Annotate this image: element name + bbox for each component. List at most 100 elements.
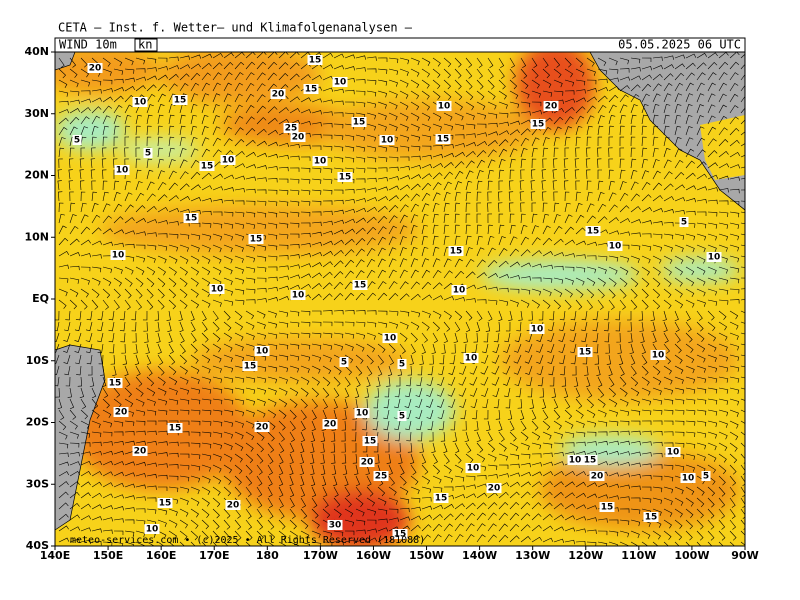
wind-barb xyxy=(388,497,398,505)
speed-label: 10 xyxy=(256,347,269,357)
wind-barb xyxy=(465,271,476,279)
wind-barb xyxy=(245,116,255,125)
wind-barb xyxy=(278,409,287,419)
wind-barb xyxy=(278,365,289,373)
wind-barb xyxy=(267,321,278,329)
wind-barb xyxy=(630,136,636,147)
wind-barb xyxy=(696,431,707,438)
wind-barb xyxy=(377,508,388,515)
wind-barb xyxy=(157,430,168,436)
wind-barb xyxy=(674,288,683,298)
wind-barb xyxy=(322,189,333,195)
wind-barb xyxy=(157,343,162,355)
wind-barb xyxy=(256,497,263,508)
wind-barb xyxy=(498,491,509,499)
wind-barb xyxy=(190,171,201,180)
wind-barb xyxy=(179,233,190,240)
wind-barb xyxy=(597,105,607,114)
wind-barb xyxy=(564,107,575,114)
wind-barb xyxy=(465,133,476,138)
wind-barb xyxy=(90,158,96,169)
wind-barb xyxy=(91,240,103,246)
wind-barb xyxy=(674,530,683,541)
wind-barb xyxy=(146,508,157,514)
wind-barb xyxy=(696,72,706,81)
wind-barb xyxy=(245,266,256,273)
wind-barb xyxy=(608,85,620,92)
wind-barb xyxy=(685,255,695,264)
wind-barb xyxy=(531,68,539,79)
wind-barb xyxy=(245,139,256,147)
wind-barb xyxy=(608,376,615,387)
wind-barb xyxy=(509,148,518,158)
wind-barb xyxy=(592,310,599,321)
wind-barb xyxy=(630,430,641,436)
wind-barb xyxy=(322,271,333,279)
wind-barb xyxy=(86,354,93,365)
wind-barb xyxy=(509,248,519,257)
wind-barb xyxy=(718,442,728,452)
wind-barb xyxy=(564,79,575,87)
wind-barb xyxy=(135,255,146,263)
speed-label: 5 xyxy=(145,149,151,159)
wind-barb xyxy=(113,299,120,310)
wind-barb xyxy=(718,343,728,352)
wind-barb xyxy=(674,93,683,103)
wind-barb xyxy=(168,441,179,447)
wind-barb xyxy=(509,442,519,451)
wind-barb xyxy=(333,145,344,152)
wind-barb xyxy=(366,79,377,85)
wind-barb xyxy=(267,376,278,384)
wind-barb xyxy=(520,462,531,468)
wind-barb xyxy=(113,158,118,169)
wind-barb xyxy=(245,376,256,383)
wind-barb xyxy=(415,398,423,408)
wind-barb xyxy=(476,57,483,68)
wind-barb xyxy=(641,541,649,546)
wind-barb xyxy=(487,131,499,136)
wind-barb xyxy=(696,354,706,363)
wind-barb xyxy=(179,266,188,276)
wind-barb xyxy=(487,273,499,279)
wind-barb xyxy=(485,321,491,332)
wind-barb xyxy=(707,52,718,59)
wind-barb xyxy=(564,202,571,213)
wind-barb xyxy=(465,298,476,303)
wind-barb xyxy=(662,310,667,322)
wind-barb xyxy=(146,288,154,299)
wind-barb xyxy=(133,343,138,354)
wind-barb xyxy=(718,321,728,331)
wind-barb xyxy=(91,254,102,259)
wind-barb xyxy=(685,266,695,276)
wind-barb xyxy=(593,343,599,354)
wind-barb xyxy=(333,123,344,129)
wind-barb xyxy=(135,277,144,287)
speed-label-box xyxy=(486,483,502,493)
wind-barb xyxy=(179,148,187,158)
wind-barb xyxy=(366,486,374,497)
wind-barb xyxy=(223,82,232,92)
wind-barb xyxy=(432,523,443,532)
wind-barb xyxy=(718,175,730,180)
wind-barb xyxy=(289,365,299,373)
wind-barb xyxy=(740,266,745,268)
wind-barb xyxy=(113,125,120,136)
wind-barb xyxy=(289,274,301,279)
wind-barb xyxy=(553,288,563,297)
wind-barb xyxy=(146,376,155,387)
wind-barb xyxy=(529,398,534,409)
wind-barb xyxy=(520,299,530,308)
wind-barb xyxy=(300,475,305,487)
wind-barb xyxy=(223,343,233,352)
wind-barb xyxy=(406,376,412,387)
wind-barb xyxy=(388,236,397,246)
wind-barb xyxy=(410,203,420,213)
wind-barb xyxy=(663,196,675,202)
wind-barb xyxy=(410,497,421,503)
wind-barb xyxy=(729,128,740,136)
wind-barb xyxy=(495,409,501,420)
wind-barb xyxy=(509,299,519,307)
wind-barb xyxy=(443,523,453,532)
wind-barb xyxy=(289,420,296,431)
wind-barb xyxy=(513,365,522,375)
